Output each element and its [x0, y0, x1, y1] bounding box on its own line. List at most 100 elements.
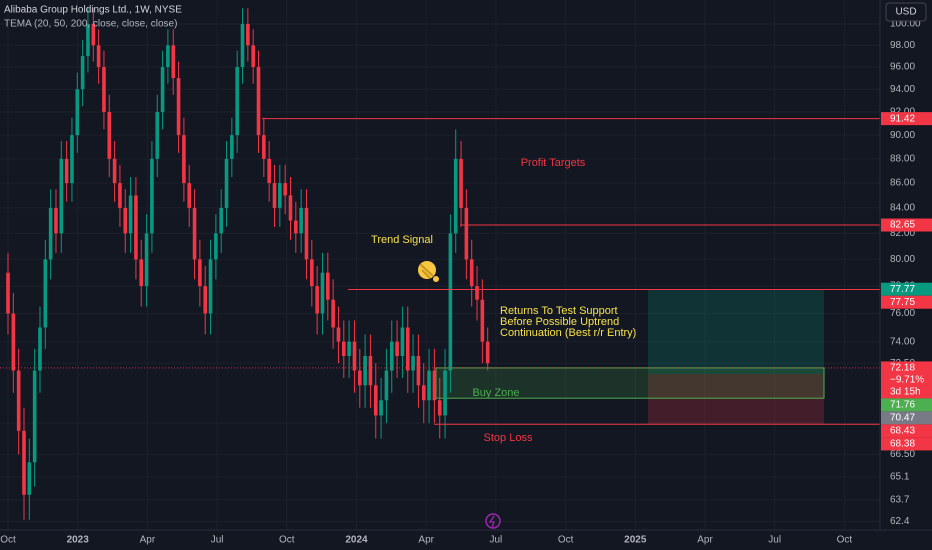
candle-body: [427, 370, 431, 401]
candle-body: [144, 233, 149, 287]
annotation: Profit Targets: [521, 157, 586, 169]
x-tick-label: Oct: [279, 535, 295, 546]
candle-body: [336, 327, 341, 342]
candle-body: [118, 183, 122, 208]
currency-label[interactable]: USD: [895, 7, 916, 18]
candle-body: [75, 89, 80, 136]
x-tick-label: Jul: [768, 535, 781, 546]
candle-body: [235, 67, 239, 136]
candle-body: [123, 207, 128, 234]
candle-body: [310, 259, 314, 287]
candle-body: [230, 135, 234, 159]
candle-body: [32, 370, 37, 463]
x-tick-label: Jul: [211, 535, 224, 546]
candle-body: [315, 286, 319, 314]
x-tick-label: 2025: [624, 535, 647, 546]
candle-body: [22, 430, 26, 495]
candle-body: [389, 341, 394, 371]
candle-body: [107, 111, 112, 159]
stop-zone: [648, 374, 824, 425]
candle-body: [278, 183, 282, 208]
y-tick-label: 86.00: [890, 178, 915, 189]
currency-button[interactable]: [885, 2, 927, 22]
price-badge-label: 77.77: [890, 284, 915, 295]
indicator-label: TEMA (20, 50, 200, close, close, close): [4, 19, 177, 30]
x-tick-label: 2023: [67, 535, 90, 546]
candle-body: [48, 207, 53, 260]
candle-body: [379, 400, 383, 416]
candle-body: [459, 158, 463, 208]
candle-body: [192, 207, 197, 260]
y-tick-label: 76.00: [890, 308, 915, 319]
candle-body: [400, 327, 405, 356]
y-tick-label: 84.00: [890, 203, 915, 214]
y-tick-label: 62.4: [890, 516, 910, 527]
chart-title: Alibaba Group Holdings Ltd., 1W, NYSE: [4, 5, 182, 16]
x-tick-label: Oct: [837, 535, 853, 546]
y-tick-label: 74.00: [890, 336, 915, 347]
price-badge-label: 91.42: [890, 113, 915, 124]
y-tick-label: 92.00: [890, 107, 915, 118]
candle-body: [304, 207, 309, 260]
candle-body: [187, 183, 192, 208]
candle-body: [128, 195, 133, 234]
y-tick-label: 65.1: [890, 471, 910, 482]
candle-body: [283, 183, 287, 196]
target-zone: [648, 289, 824, 375]
candle-body: [38, 327, 42, 371]
candle-body: [437, 400, 442, 416]
candle-body: [475, 286, 479, 300]
candle-body: [294, 220, 298, 234]
candle-body: [80, 56, 85, 90]
candle-body: [203, 286, 208, 314]
candle-body: [267, 158, 271, 184]
candle-body: [166, 45, 170, 68]
price-badge: [881, 112, 932, 126]
candle-body: [485, 341, 490, 364]
candle-body: [320, 272, 325, 314]
candle-body: [43, 259, 48, 328]
price-badge: [881, 282, 932, 296]
candle-body: [464, 207, 469, 260]
price-badge-label: 71.76: [890, 400, 915, 411]
price-badge: [881, 437, 932, 451]
candle-body: [395, 341, 399, 356]
candle-body: [352, 341, 357, 371]
candle-body: [6, 272, 10, 314]
candle-body: [411, 355, 415, 371]
candle-body: [70, 135, 74, 184]
price-badge: [881, 424, 932, 438]
y-tick-label: 63.7: [890, 494, 910, 505]
annotation: Continuation (Best r/r Entry): [500, 327, 636, 339]
buy-zone-box: [435, 367, 825, 399]
candle-body: [54, 207, 58, 234]
candle-body: [27, 462, 32, 495]
candle-body: [112, 158, 117, 184]
candle-body: [224, 158, 229, 208]
candle-body: [102, 67, 106, 112]
candle-body: [432, 370, 437, 401]
x-tick-label: Jul: [490, 535, 503, 546]
price-badge-label: −9.71%: [890, 375, 924, 386]
price-badge-label: 72.18: [890, 363, 915, 374]
candle-body: [155, 111, 160, 159]
candle-body: [384, 370, 389, 401]
replay-icon[interactable]: [485, 513, 501, 529]
candle-body: [453, 158, 458, 234]
candle-body: [208, 259, 213, 314]
candle-body: [469, 259, 474, 287]
candle-body: [150, 158, 154, 234]
candle-body: [96, 45, 101, 68]
candle-body: [357, 370, 362, 386]
candle-body: [421, 385, 426, 401]
candle-body: [448, 233, 453, 371]
candle-body: [240, 23, 245, 68]
x-tick-label: 2024: [345, 535, 368, 546]
annotation: Trend Signal: [371, 234, 433, 246]
candle-body: [11, 313, 16, 371]
candle-body: [272, 183, 277, 208]
annotation: Buy Zone: [472, 387, 519, 399]
x-tick-label: Apr: [418, 535, 434, 546]
price-badge-label: 68.38: [890, 439, 915, 450]
candle-body: [288, 195, 293, 221]
